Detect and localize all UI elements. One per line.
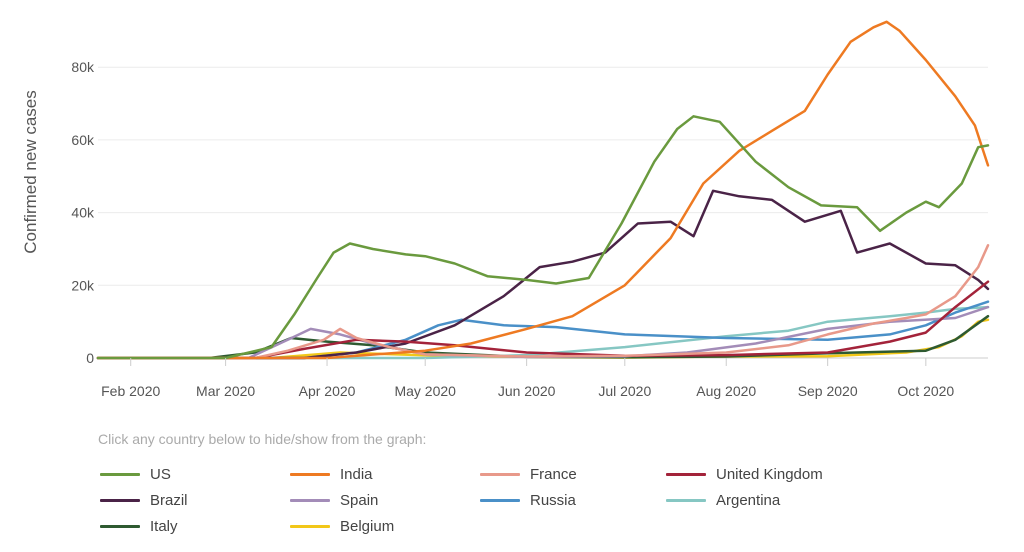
legend-item-argentina[interactable]: Argentina	[666, 488, 780, 512]
series-line-france	[96, 244, 990, 360]
legend-item-italy[interactable]: Italy	[100, 514, 178, 538]
grid-lines	[98, 66, 988, 359]
legend-label: US	[150, 465, 171, 483]
legend-swatch	[100, 524, 140, 528]
legend-swatch	[290, 524, 330, 528]
series-line-united-kingdom	[96, 280, 990, 360]
legend-swatch	[290, 498, 330, 502]
series-line-argentina	[96, 305, 990, 360]
series-line-spain	[96, 305, 990, 360]
legend-item-united-kingdom[interactable]: United Kingdom	[666, 462, 823, 486]
x-tick-label: Apr 2020	[299, 383, 356, 399]
y-tick-label: 60k	[71, 132, 95, 148]
legend-item-belgium[interactable]: Belgium	[290, 514, 394, 538]
legend-label: Belgium	[340, 517, 395, 535]
y-tick-label: 80k	[71, 59, 95, 75]
series-lines	[96, 20, 990, 360]
x-tick-label: Feb 2020	[101, 383, 160, 399]
legend-label: Russia	[530, 491, 576, 509]
x-tick-label: Oct 2020	[897, 383, 954, 399]
y-tick-label: 0	[86, 350, 94, 366]
x-tick-label: Jun 2020	[498, 383, 556, 399]
legend-item-us[interactable]: US	[100, 462, 171, 486]
line-chart: 0 20k 40k 60k 80k Feb 2020 Mar 2020 Apr 2020 May…	[21, 20, 990, 399]
legend: US India France United Kingdom Brazil Spain Ru…	[100, 462, 1000, 542]
legend-swatch	[100, 498, 140, 502]
x-tick-label: May 2020	[394, 383, 456, 399]
legend-swatch	[666, 472, 706, 476]
y-tick-label: 20k	[71, 277, 95, 293]
legend-label: India	[340, 465, 373, 483]
legend-label: Italy	[150, 517, 178, 535]
legend-hint: Click any country below to hide/show fro…	[98, 431, 427, 447]
legend-label: United Kingdom	[716, 465, 823, 483]
legend-label: France	[530, 465, 577, 483]
series-line-russia	[96, 300, 990, 360]
x-tick-label: Aug 2020	[696, 383, 756, 399]
legend-item-france[interactable]: France	[480, 462, 577, 486]
x-tick-label: Mar 2020	[196, 383, 255, 399]
chart-svg: 0 20k 40k 60k 80k Feb 2020 Mar 2020 Apr 2020 May…	[21, 20, 990, 399]
y-axis-label: Confirmed new cases	[21, 90, 40, 253]
legend-item-russia[interactable]: Russia	[480, 488, 576, 512]
legend-item-india[interactable]: India	[290, 462, 373, 486]
series-line-india	[96, 20, 990, 360]
legend-label: Spain	[340, 491, 379, 509]
legend-swatch	[480, 472, 520, 476]
legend-item-brazil[interactable]: Brazil	[100, 488, 188, 512]
legend-swatch	[480, 498, 520, 502]
y-tick-label: 40k	[71, 205, 95, 221]
legend-swatch	[290, 472, 330, 476]
legend-label: Brazil	[150, 491, 188, 509]
series-line-us	[96, 115, 990, 360]
legend-item-spain[interactable]: Spain	[290, 488, 378, 512]
x-tick-label: Sep 2020	[798, 383, 858, 399]
axes: 0 20k 40k 60k 80k Feb 2020 Mar 2020 Apr 2020 May…	[71, 59, 954, 399]
x-tick-label: Jul 2020	[598, 383, 651, 399]
legend-swatch	[666, 498, 706, 502]
series-line-brazil	[96, 189, 990, 360]
legend-label: Argentina	[716, 491, 781, 509]
legend-swatch	[100, 472, 140, 476]
